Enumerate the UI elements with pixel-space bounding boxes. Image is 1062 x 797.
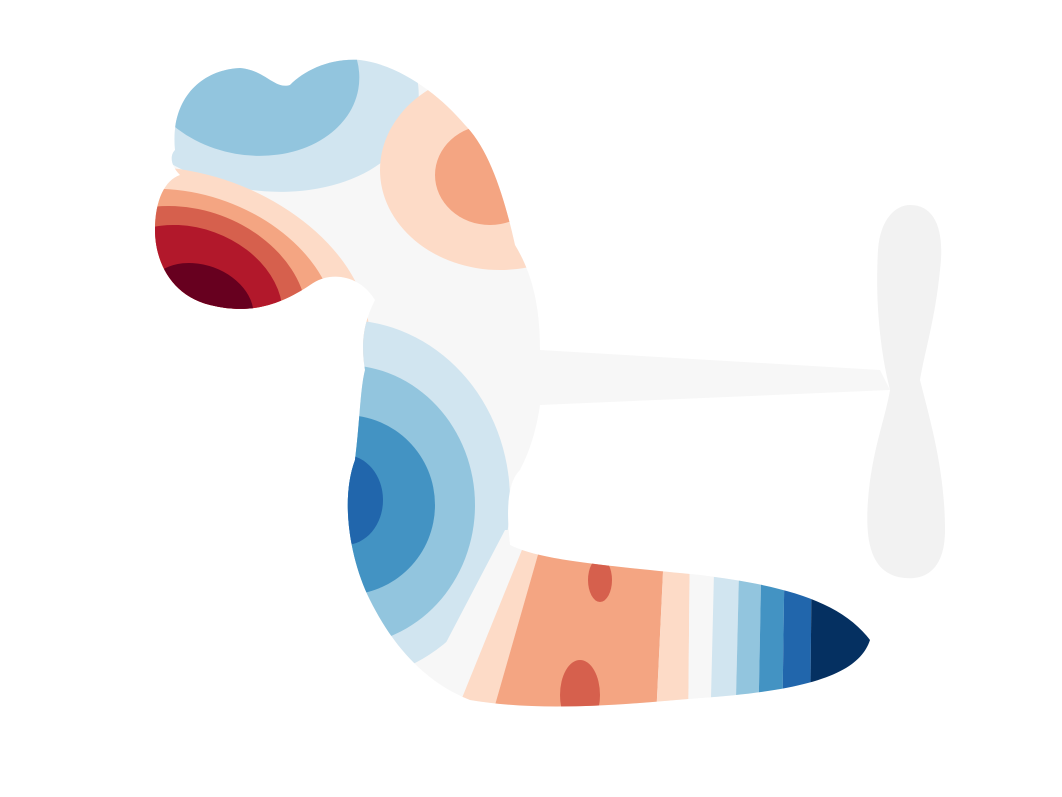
band — [435, 125, 545, 225]
tail-fin — [867, 205, 945, 579]
band — [688, 530, 715, 707]
band — [445, 530, 545, 707]
band — [758, 530, 785, 707]
band — [307, 455, 383, 545]
band — [255, 415, 435, 595]
band — [655, 530, 690, 707]
band — [485, 530, 665, 707]
band — [560, 660, 600, 707]
band — [588, 558, 612, 602]
band — [155, 59, 360, 156]
band — [215, 365, 475, 645]
band — [380, 70, 620, 270]
band — [735, 530, 762, 707]
band — [710, 530, 740, 707]
band — [782, 530, 812, 707]
